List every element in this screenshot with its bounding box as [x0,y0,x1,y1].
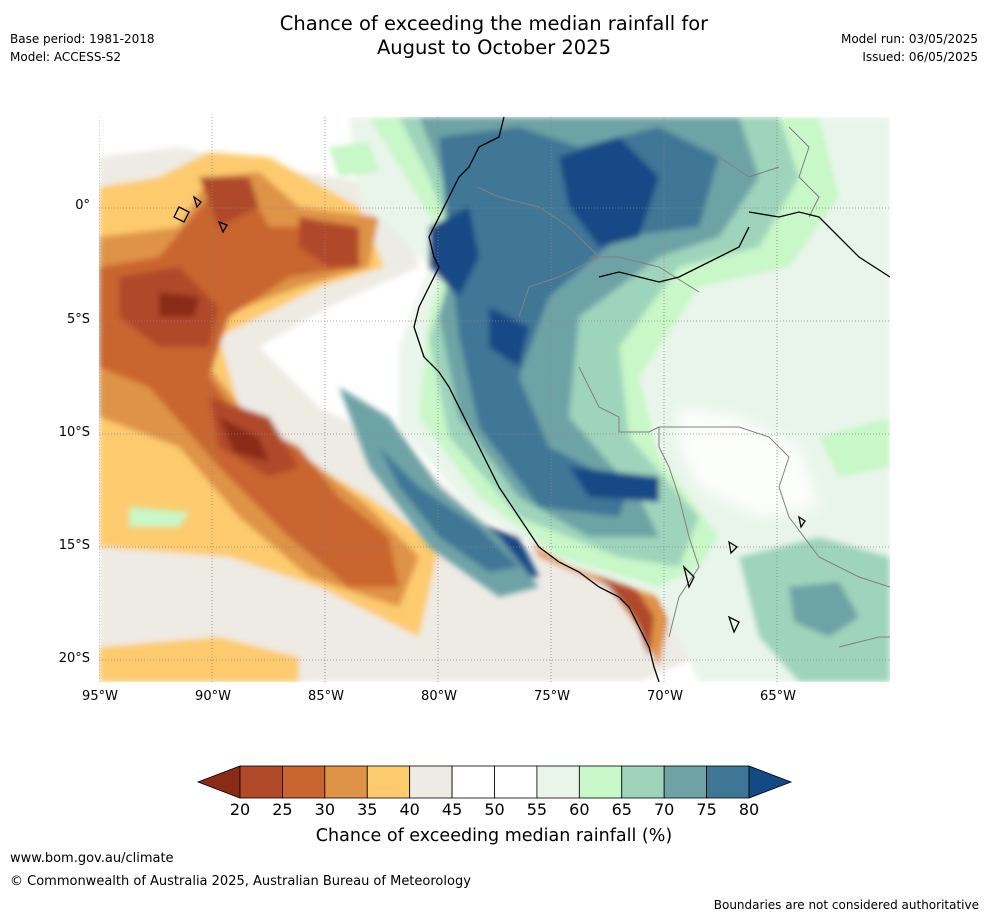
colorbar-segment [578,765,623,799]
lat-label-5s: 5°S [66,312,90,327]
band-below-20-b [219,417,269,462]
colorbar-tick-label: 20 [229,800,251,819]
east-green-patch [819,417,890,477]
colorbar-segment [409,765,453,799]
band-below-20 [159,292,199,317]
issued-text: Issued: 06/05/2025 [862,50,978,64]
colorbar-tick-label: 25 [272,800,293,819]
colorbar-tick-label: 40 [399,800,420,819]
wet-above-80-b [559,137,659,247]
meta-right: Model run: 03/05/2025 Issued: 06/05/2025 [841,30,978,66]
lon-label-65w: 65°W [760,689,796,704]
map-title: Chance of exceeding the median rainfall … [0,12,988,60]
colorbar-tick-label: 65 [611,800,632,819]
coastlines [173,117,890,682]
wet-75-80 [439,127,719,517]
lon-label-80w: 80°W [421,689,457,704]
colorbar-segment [536,765,580,799]
wet-above-80 [429,207,479,297]
colorbar-tick-label: 80 [738,800,760,819]
northwest-green-patch [329,142,379,177]
colorbar-segment [451,765,495,799]
lon-label-85w: 85°W [308,689,344,704]
colorbar-tick-label: 75 [696,800,717,819]
lon-label-70w: 70°W [647,689,683,704]
lat-label-0: 0° [75,198,90,213]
colorbar-segment [494,765,538,799]
country-boundaries [476,126,890,648]
colorbar-tick-label: 45 [441,800,463,819]
probability-field [99,117,890,682]
lon-label-90w: 90°W [195,689,231,704]
lon-label-75w: 75°W [534,689,570,704]
graticule [99,117,890,682]
colorbar-tick-label: 50 [484,800,505,819]
colorbar-segment [663,765,707,799]
colorbar-segment [239,765,283,799]
rainfall-map [99,117,890,682]
southeast-wet-core [789,582,859,637]
colorbar-tick-label: 35 [357,800,378,819]
colorbar-low-arrow [196,765,241,799]
lat-label-20s: 20°S [58,651,90,666]
wet-above-80-d [569,467,659,502]
wet-above-80-c [489,307,529,367]
south-dry-patch [99,637,299,682]
colorbar-high-arrow [748,765,793,799]
lat-label-10s: 10°S [58,425,90,440]
footer-note: Boundaries are not considered authoritat… [713,898,979,912]
colorbar-tick-label: 55 [526,800,548,819]
colorbar [196,765,793,799]
band-20-25-d [199,177,259,227]
title-line-2: August to October 2025 [376,36,612,59]
east-neutral-area [679,407,819,517]
colorbar-tick-label: 30 [314,800,335,819]
colorbar-segment [282,765,326,799]
colorbar-label: Chance of exceeding median rainfall (%) [315,826,673,846]
colorbar-segment [366,765,411,799]
model-run-text: Model run: 03/05/2025 [840,32,978,46]
lon-label-95w: 95°W [82,689,118,704]
title-line-1: Chance of exceeding the median rainfall … [279,12,709,35]
footer-url: www.bom.gov.au/climate [10,851,174,866]
west-green-patch [129,507,189,527]
colorbar-segment [706,765,750,799]
colorbar-segment [324,765,368,799]
lat-label-15s: 15°S [58,538,90,553]
model-text: Model: ACCESS-S2 [10,50,122,64]
footer-copyright: © Commonwealth of Australia 2025, Austra… [10,874,471,889]
offshore-wet-core [379,447,519,572]
base-period-text: Base period: 1981-2018 [10,32,155,46]
colorbar-tick-label: 60 [569,800,590,819]
meta-left: Base period: 1981-2018 Model: ACCESS-S2 [10,30,155,66]
band-20-25-c [299,217,359,267]
colorbar-segment [621,765,665,799]
colorbar-segments [239,765,750,799]
colorbar-tick-label: 70 [653,800,675,819]
